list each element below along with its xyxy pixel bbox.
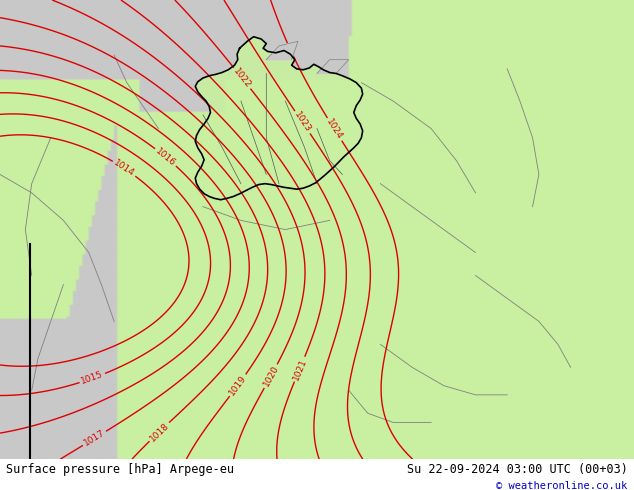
Text: 1020: 1020 xyxy=(261,364,280,389)
Text: 1023: 1023 xyxy=(292,110,313,134)
Text: 1024: 1024 xyxy=(325,117,344,142)
Text: Surface pressure [hPa] Arpege-eu: Surface pressure [hPa] Arpege-eu xyxy=(6,463,235,475)
Polygon shape xyxy=(266,41,298,60)
Text: 1021: 1021 xyxy=(291,357,308,381)
Polygon shape xyxy=(195,37,363,200)
Polygon shape xyxy=(317,60,349,74)
Text: 1015: 1015 xyxy=(80,370,105,387)
Text: 1014: 1014 xyxy=(112,158,136,178)
Text: 1022: 1022 xyxy=(231,67,253,90)
Text: 1018: 1018 xyxy=(148,420,171,443)
Text: © weatheronline.co.uk: © weatheronline.co.uk xyxy=(496,481,628,490)
Text: 1016: 1016 xyxy=(154,147,178,168)
Text: 1019: 1019 xyxy=(228,373,249,397)
Text: 1017: 1017 xyxy=(82,429,107,448)
Text: Su 22-09-2024 03:00 UTC (00+03): Su 22-09-2024 03:00 UTC (00+03) xyxy=(407,463,628,475)
